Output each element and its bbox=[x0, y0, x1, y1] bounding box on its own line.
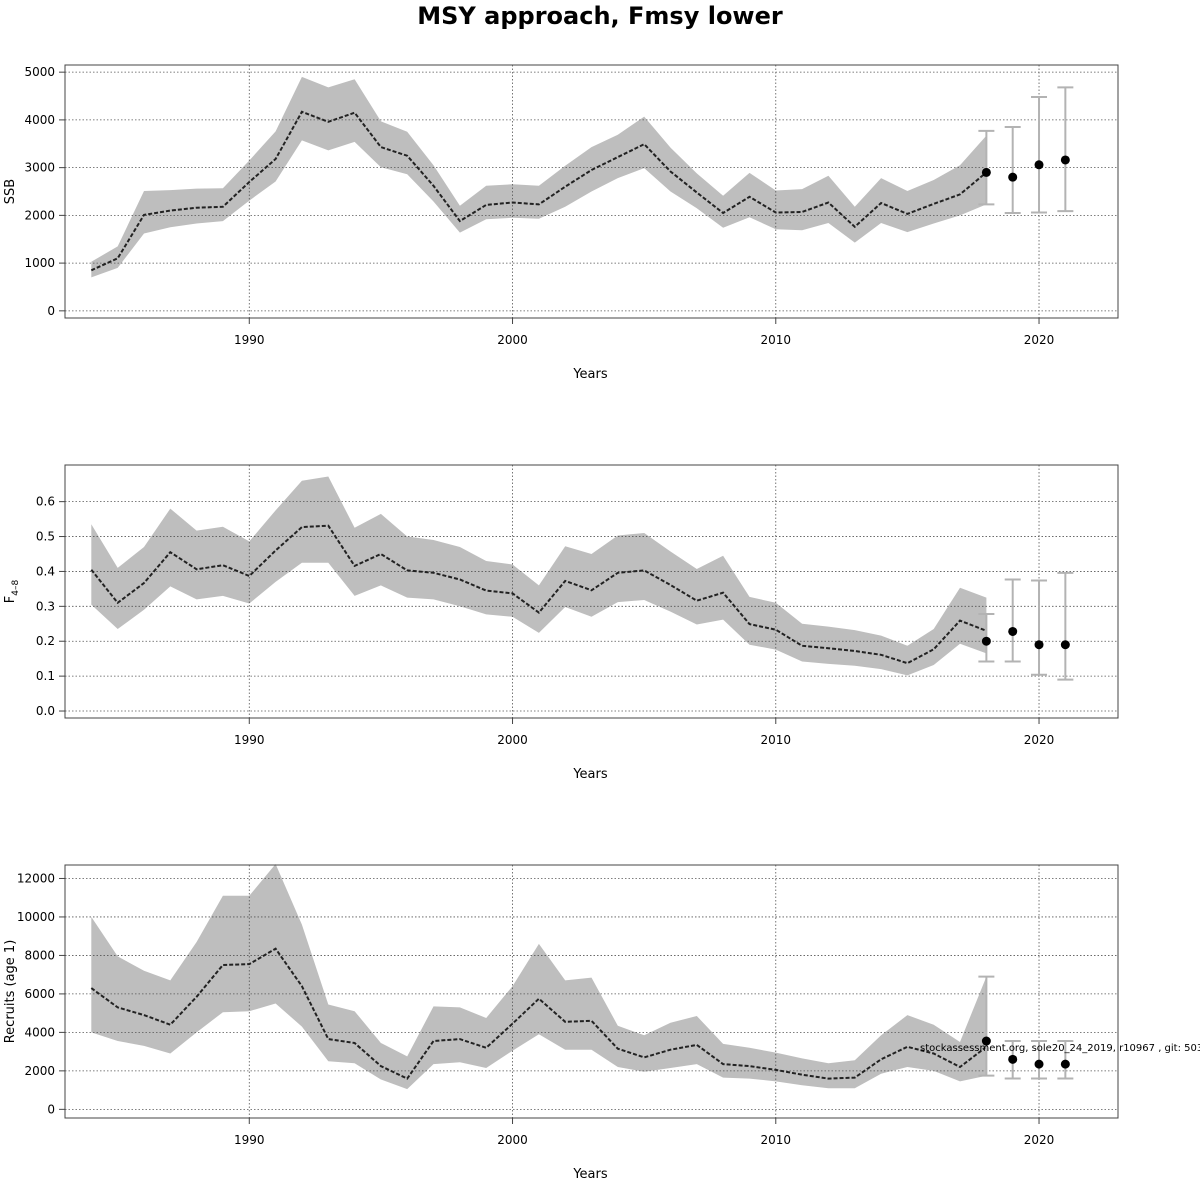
ssb-forecast-point-2018 bbox=[981, 167, 991, 177]
f-confidence-band bbox=[91, 476, 987, 676]
f-forecast-point-2021 bbox=[1060, 640, 1070, 650]
f-xtick-label-2010: 2010 bbox=[761, 733, 792, 747]
recruits-xtick-label-1990: 1990 bbox=[234, 1133, 265, 1147]
ssb-forecast-point-2021 bbox=[1060, 155, 1070, 165]
recruits-ytick-label-8000: 8000 bbox=[24, 948, 55, 962]
ssb-confidence-band bbox=[91, 76, 987, 278]
ssb-xtick-label-2000: 2000 bbox=[497, 333, 528, 347]
recruits-xtick-label-2020: 2020 bbox=[1024, 1133, 1055, 1147]
f-ytick-label-0.1: 0.1 bbox=[36, 669, 55, 683]
recruits-ytick-label-2000: 2000 bbox=[24, 1064, 55, 1078]
recruits-yaxis-title: Recruits (age 1) bbox=[3, 940, 18, 1044]
f-xaxis-title: Years bbox=[572, 767, 608, 782]
recruits-forecast-point-2021 bbox=[1060, 1059, 1070, 1069]
ssb-ytick-label-1000: 1000 bbox=[24, 256, 55, 270]
f-xtick-label-2000: 2000 bbox=[497, 733, 528, 747]
f-forecast-point-2019 bbox=[1008, 626, 1018, 636]
ssb-ytick-label-4000: 4000 bbox=[24, 113, 55, 127]
ssb-yaxis-title: SSB bbox=[3, 179, 18, 204]
recruitment-panel: 1990 2000 2010 2020 0 2000 4000 6000 8000 10000 12… bbox=[3, 864, 1200, 1182]
f-xtick-label-1990: 1990 bbox=[234, 733, 265, 747]
recruits-ytick-label-0: 0 bbox=[47, 1102, 55, 1116]
f-estimate-line bbox=[90, 524, 987, 665]
f-ytick-label-0.5: 0.5 bbox=[36, 530, 55, 544]
f-ytick-label-0.4: 0.4 bbox=[36, 564, 55, 578]
recruits-xaxis-title: Years bbox=[572, 1167, 608, 1182]
ssb-ytick-label-2000: 2000 bbox=[24, 208, 55, 222]
ssb-forecast-point-2020 bbox=[1034, 160, 1044, 170]
recruits-forecast-point-2020 bbox=[1034, 1059, 1044, 1069]
recruits-plot-frame bbox=[64, 864, 1119, 1119]
ssb-ytick-label-3000: 3000 bbox=[24, 161, 55, 175]
recruits-estimate-line bbox=[90, 947, 988, 1080]
recruits-forecast-point-2019 bbox=[1008, 1054, 1018, 1064]
ssb-ytick-label-0: 0 bbox=[47, 304, 55, 318]
ssb-plot-frame bbox=[64, 64, 1119, 319]
ssb-ytick-label-5000: 5000 bbox=[24, 65, 55, 79]
f-yaxis-title-subscript: 4–8 bbox=[11, 580, 21, 596]
recruits-xtick-label-2010: 2010 bbox=[761, 1133, 792, 1147]
recruits-ytick-label-10000: 10000 bbox=[17, 910, 55, 924]
f-forecast-point-2020 bbox=[1034, 640, 1044, 650]
f-ytick-label-0.6: 0.6 bbox=[36, 495, 55, 509]
ssb-xtick-label-2020: 2020 bbox=[1024, 333, 1055, 347]
recruits-confidence-band bbox=[91, 864, 987, 1090]
recruits-forecast-point-2018 bbox=[981, 1036, 991, 1046]
recruits-xtick-label-2000: 2000 bbox=[497, 1133, 528, 1147]
ssb-xtick-label-2010: 2010 bbox=[761, 333, 792, 347]
ssb-panel: 1990 2000 2010 2020 0 1000 2000 3000 4000 5000 Yea… bbox=[3, 64, 1119, 382]
f-ytick-label-0.3: 0.3 bbox=[36, 599, 55, 613]
ssb-xtick-label-1990: 1990 bbox=[234, 333, 265, 347]
f-xtick-label-2020: 2020 bbox=[1024, 733, 1055, 747]
fishing-mortality-panel: 1990 2000 2010 2020 0.0 0.1 0.2 0.3 0.4 0.5 0.6 Yea… bbox=[3, 464, 1119, 782]
recruits-ytick-label-6000: 6000 bbox=[24, 987, 55, 1001]
recruits-ytick-label-4000: 4000 bbox=[24, 1025, 55, 1039]
recruits-ytick-label-12000: 12000 bbox=[17, 871, 55, 885]
f-ytick-label-0.0: 0.0 bbox=[36, 704, 55, 718]
ssb-forecast-point-2019 bbox=[1008, 172, 1018, 182]
page-title: MSY approach, Fmsy lower bbox=[417, 2, 783, 30]
ssb-xaxis-title: Years bbox=[572, 367, 608, 382]
f-ytick-label-0.2: 0.2 bbox=[36, 634, 55, 648]
f-forecast-point-2018 bbox=[981, 636, 991, 646]
f-yaxis-title: F4–8 bbox=[3, 580, 21, 604]
ssb-estimate-line bbox=[90, 110, 988, 272]
recruits-annotation: stockassessment.org, sole20_24_2019, r10… bbox=[920, 1043, 1200, 1054]
f-plot-frame bbox=[64, 464, 1119, 719]
